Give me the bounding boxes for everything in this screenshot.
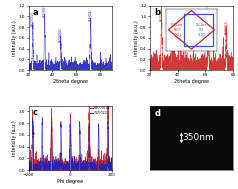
Text: 350nm: 350nm [182, 133, 214, 142]
Y-axis label: intensity (a.u.): intensity (a.u.) [12, 20, 17, 56]
Text: PBCO(024): PBCO(024) [224, 20, 228, 34]
Text: YSZ(100)/(001): YSZ(100)/(001) [206, 6, 210, 26]
Text: *: * [32, 132, 35, 138]
Text: YSZ(002): YSZ(002) [43, 5, 47, 18]
Text: YSZ(004): YSZ(004) [89, 9, 93, 21]
Text: PBCO(012): PBCO(012) [159, 7, 164, 21]
Y-axis label: intensity (a.u.): intensity (a.u.) [12, 120, 17, 156]
X-axis label: 2theta degree: 2theta degree [53, 79, 88, 84]
Text: d: d [155, 109, 161, 118]
Legend: PBCO(012), YSZ(022): PBCO(012), YSZ(022) [90, 106, 111, 115]
Y-axis label: intensity (a.u.): intensity (a.u.) [134, 20, 139, 56]
Text: c: c [33, 108, 38, 117]
Text: PBCO(002): PBCO(002) [31, 11, 35, 26]
X-axis label: Phi degree: Phi degree [57, 179, 83, 184]
X-axis label: 2theta degree: 2theta degree [174, 79, 209, 84]
Text: PBCO(004): PBCO(004) [59, 27, 63, 42]
Text: b: b [154, 8, 160, 17]
Text: a: a [33, 8, 38, 17]
